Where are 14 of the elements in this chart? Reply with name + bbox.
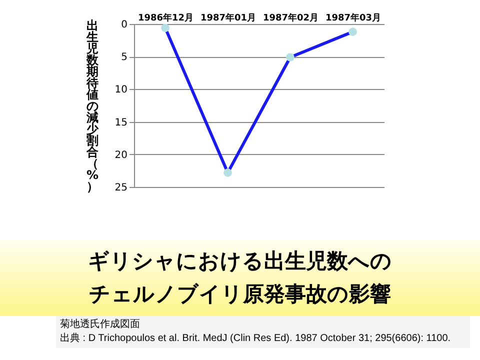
x-tick-label: 1987年02月 <box>262 12 319 24</box>
y-tick-label: 20 <box>114 150 128 161</box>
text: ギリシャにおける出生児数へのチェルノブイリ原発事故の影響 <box>87 248 393 308</box>
text: 出生児数期待値の減少割合（%） <box>86 18 99 194</box>
source-note: 出典 : D Trichopoulos et al. Brit. MedJ (Clin Res Ed). 1987 October 31; 295(6606): 1100. <box>60 332 452 346</box>
y-tick-label: 25 <box>114 182 128 194</box>
x-tick-label: 1987年03月 <box>325 12 382 24</box>
y-tick-label: 15 <box>114 117 128 128</box>
text: 菊地透氏作成図面 <box>60 318 141 332</box>
y-tick-label: 5 <box>121 52 128 64</box>
x-tick-label: 1986年12月 <box>138 12 194 24</box>
y-tick-label: 10 <box>114 84 128 96</box>
x-tick-label: 1987年01月 <box>200 12 256 24</box>
y-tick-label: 0 <box>121 20 128 30</box>
